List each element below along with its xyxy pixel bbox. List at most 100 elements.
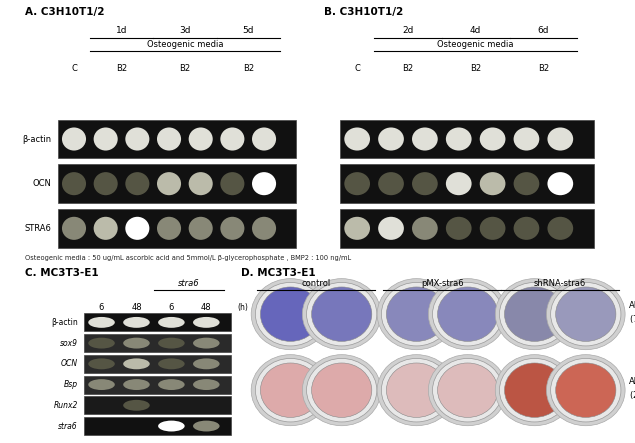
Ellipse shape [88, 338, 115, 349]
Text: C: C [354, 64, 360, 73]
Text: stra6: stra6 [178, 279, 199, 288]
Ellipse shape [193, 420, 220, 431]
Ellipse shape [377, 355, 456, 426]
Text: sox9: sox9 [60, 338, 77, 348]
Text: Osteogenic media: Osteogenic media [438, 40, 514, 49]
Text: 6: 6 [99, 303, 104, 312]
Text: B2: B2 [243, 64, 254, 73]
Text: stra6: stra6 [58, 422, 77, 431]
Ellipse shape [446, 128, 472, 151]
Ellipse shape [312, 363, 372, 417]
Bar [84, 396, 231, 414]
Ellipse shape [157, 217, 181, 240]
Ellipse shape [93, 172, 117, 195]
Text: β-actin: β-actin [23, 135, 52, 144]
Bar [340, 209, 594, 248]
Text: 48: 48 [201, 303, 211, 312]
Ellipse shape [551, 283, 621, 346]
Ellipse shape [193, 379, 220, 390]
Text: D. MC3T3-E1: D. MC3T3-E1 [241, 268, 316, 278]
Ellipse shape [252, 217, 276, 240]
Ellipse shape [88, 379, 115, 390]
Text: 48: 48 [131, 303, 142, 312]
Ellipse shape [307, 283, 377, 346]
Text: STRA6: STRA6 [25, 224, 52, 233]
Bar [58, 164, 296, 203]
Ellipse shape [157, 128, 181, 151]
Ellipse shape [307, 358, 377, 422]
Text: 4d: 4d [470, 27, 481, 35]
Ellipse shape [446, 217, 472, 240]
Ellipse shape [547, 128, 573, 151]
Ellipse shape [412, 172, 438, 195]
Text: Bsp: Bsp [64, 380, 77, 389]
Ellipse shape [479, 172, 505, 195]
Ellipse shape [220, 128, 244, 151]
Text: control: control [302, 279, 331, 288]
Ellipse shape [251, 279, 330, 350]
Ellipse shape [495, 355, 574, 426]
Ellipse shape [432, 358, 503, 422]
Ellipse shape [88, 358, 115, 369]
Ellipse shape [500, 283, 570, 346]
Ellipse shape [189, 217, 213, 240]
Ellipse shape [547, 217, 573, 240]
Bar [84, 376, 231, 394]
Ellipse shape [438, 363, 498, 417]
Bar [84, 313, 231, 331]
Ellipse shape [438, 287, 498, 342]
Ellipse shape [260, 363, 321, 417]
Ellipse shape [386, 287, 446, 342]
Ellipse shape [220, 217, 244, 240]
Ellipse shape [429, 355, 507, 426]
Ellipse shape [260, 287, 321, 342]
Ellipse shape [158, 317, 185, 328]
Ellipse shape [302, 279, 381, 350]
Ellipse shape [556, 363, 616, 417]
Ellipse shape [123, 317, 150, 328]
Bar [84, 417, 231, 435]
Ellipse shape [62, 172, 86, 195]
Text: 5d: 5d [243, 27, 254, 35]
Text: Osteogenic media : 50 ug/mL ascorbic acid and 5mmol/L β-glycerophosphate , BMP2 : Osteogenic media : 50 ug/mL ascorbic aci… [25, 255, 352, 261]
Ellipse shape [123, 400, 150, 411]
Ellipse shape [500, 358, 570, 422]
Text: C: C [71, 64, 77, 73]
Text: B2: B2 [179, 64, 190, 73]
Text: B2: B2 [116, 64, 127, 73]
Text: B2: B2 [403, 64, 413, 73]
Ellipse shape [547, 172, 573, 195]
Ellipse shape [344, 217, 370, 240]
Ellipse shape [220, 172, 244, 195]
Bar [58, 120, 296, 158]
Text: 6: 6 [169, 303, 174, 312]
Ellipse shape [123, 379, 150, 390]
Ellipse shape [412, 128, 438, 151]
Ellipse shape [514, 217, 539, 240]
Text: B. C3H10T1/2: B. C3H10T1/2 [324, 7, 403, 17]
Text: B2: B2 [538, 64, 549, 73]
Ellipse shape [157, 172, 181, 195]
Ellipse shape [432, 283, 503, 346]
Text: shRNA-stra6: shRNA-stra6 [534, 279, 586, 288]
Text: 1d: 1d [116, 27, 127, 35]
Ellipse shape [193, 317, 220, 328]
Bar [84, 334, 231, 352]
Text: (h): (h) [237, 303, 248, 312]
Ellipse shape [547, 279, 625, 350]
Ellipse shape [446, 172, 472, 195]
Ellipse shape [514, 172, 539, 195]
Ellipse shape [62, 217, 86, 240]
Ellipse shape [312, 287, 372, 342]
Text: Alizarin
(21$^{st}$ day): Alizarin (21$^{st}$ day) [629, 377, 635, 403]
Ellipse shape [158, 420, 185, 431]
Ellipse shape [429, 279, 507, 350]
Ellipse shape [495, 279, 574, 350]
Text: Runx2: Runx2 [53, 401, 77, 410]
Ellipse shape [93, 217, 117, 240]
Ellipse shape [386, 363, 446, 417]
Ellipse shape [378, 128, 404, 151]
Ellipse shape [252, 128, 276, 151]
Ellipse shape [344, 128, 370, 151]
Ellipse shape [551, 358, 621, 422]
